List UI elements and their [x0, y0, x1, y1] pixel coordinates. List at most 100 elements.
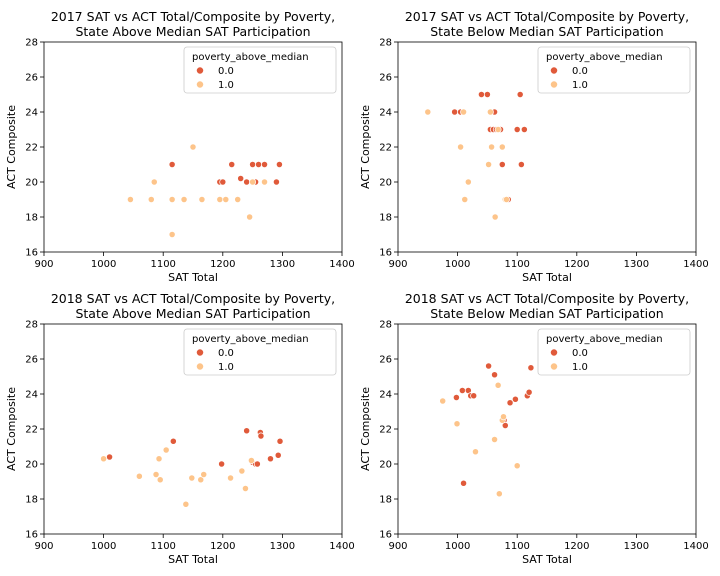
legend-marker	[196, 80, 204, 89]
data-point-series-1.0	[424, 108, 432, 116]
data-point-series-1.0	[168, 231, 176, 238]
y-tick-label: 28	[379, 320, 392, 331]
legend-marker	[550, 80, 558, 89]
y-tick-label: 18	[25, 213, 38, 224]
chart-title: 2018 SAT vs ACT Total/Composite by Pover…	[51, 291, 335, 321]
x-tick-label: 1300	[624, 541, 649, 552]
chart-title-line: State Below Median SAT Participation	[430, 24, 663, 39]
x-axis-label: SAT Total	[168, 553, 218, 566]
chart-panel-3: 2018 SAT vs ACT Total/Composite by Pover…	[5, 291, 355, 566]
data-point-series-0.0	[275, 161, 283, 168]
data-point-series-0.0	[272, 178, 280, 186]
data-point-series-1.0	[150, 178, 158, 186]
data-point-series-0.0	[249, 161, 257, 168]
y-tick-label: 22	[379, 143, 392, 154]
y-tick-label: 16	[25, 530, 38, 541]
data-point-series-1.0	[495, 490, 503, 498]
data-point-series-1.0	[156, 476, 164, 484]
data-point-series-0.0	[452, 394, 460, 401]
legend-label: 1.0	[218, 80, 234, 91]
data-point-series-0.0	[498, 161, 506, 168]
y-tick-label: 26	[379, 73, 392, 84]
data-point-series-1.0	[503, 196, 510, 203]
y-axis-label: ACT Composite	[5, 387, 18, 471]
data-point-series-0.0	[276, 437, 284, 445]
data-point-series-1.0	[100, 455, 108, 463]
chart-panel-4: 2018 SAT vs ACT Total/Composite by Pover…	[359, 291, 709, 566]
data-point-series-0.0	[501, 422, 509, 429]
x-tick-label: 1400	[683, 259, 708, 270]
legend-label: 1.0	[572, 80, 588, 91]
data-point-series-0.0	[451, 108, 459, 116]
data-point-series-1.0	[197, 476, 205, 484]
data-point-series-1.0	[182, 500, 190, 508]
data-point-series-0.0	[513, 126, 521, 133]
data-point-series-1.0	[198, 196, 206, 203]
y-tick-label: 16	[25, 248, 38, 259]
x-tick-label: 1200	[210, 259, 235, 270]
legend-label: 0.0	[572, 66, 588, 77]
data-point-series-0.0	[491, 371, 499, 379]
data-point-series-0.0	[506, 399, 514, 407]
y-axis-label: ACT Composite	[359, 387, 372, 471]
x-tick-label: 1000	[91, 541, 116, 552]
data-point-series-1.0	[513, 462, 521, 470]
y-tick-label: 28	[25, 38, 38, 49]
data-point-series-0.0	[274, 451, 282, 459]
legend-title: poverty_above_median	[546, 334, 663, 345]
y-tick-label: 20	[25, 178, 38, 189]
x-tick-label: 1300	[270, 259, 295, 270]
y-tick-label: 16	[379, 248, 392, 259]
y-tick-label: 20	[25, 460, 38, 471]
data-point-series-0.0	[470, 392, 478, 400]
x-tick-label: 1200	[564, 259, 589, 270]
chart-panel-2: 2017 SAT vs ACT Total/Composite by Pover…	[359, 9, 709, 284]
y-tick-label: 26	[25, 355, 38, 366]
x-tick-label: 1200	[564, 541, 589, 552]
chart-title: 2018 SAT vs ACT Total/Composite by Pover…	[405, 291, 689, 321]
y-tick-label: 20	[379, 178, 392, 189]
data-point-series-1.0	[189, 143, 197, 151]
legend-marker	[196, 348, 204, 357]
data-point-series-1.0	[241, 485, 249, 492]
legend-box	[183, 46, 337, 94]
y-tick-label: 24	[379, 390, 392, 401]
data-point-series-0.0	[525, 388, 533, 396]
x-axis-label: SAT Total	[522, 553, 572, 566]
data-point-series-1.0	[222, 196, 230, 203]
data-point-series-1.0	[491, 213, 499, 221]
data-point-series-0.0	[218, 460, 226, 468]
x-tick-label: 1100	[504, 541, 529, 552]
x-tick-label: 1000	[445, 541, 470, 552]
x-tick-label: 1100	[504, 259, 529, 270]
data-point-series-1.0	[135, 472, 143, 480]
x-tick-label: 1200	[210, 541, 235, 552]
legend-label: 1.0	[572, 362, 588, 373]
data-point-series-1.0	[461, 196, 469, 203]
x-tick-label: 1100	[150, 259, 175, 270]
data-point-series-0.0	[243, 178, 251, 186]
x-tick-label: 900	[34, 541, 53, 552]
legend-box	[183, 328, 337, 376]
data-point-series-1.0	[500, 413, 507, 421]
data-point-series-1.0	[180, 196, 188, 203]
data-point-series-1.0	[249, 178, 257, 186]
y-tick-label: 26	[379, 355, 392, 366]
chart-title: 2017 SAT vs ACT Total/Composite by Pover…	[405, 9, 689, 39]
data-point-series-1.0	[494, 126, 502, 133]
data-point-series-0.0	[460, 479, 468, 487]
data-point-series-0.0	[516, 91, 524, 98]
legend-marker	[550, 362, 558, 371]
x-axis-label: SAT Total	[522, 271, 572, 284]
legend-label: 0.0	[572, 348, 588, 359]
data-point-series-0.0	[517, 161, 525, 168]
data-point-series-1.0	[216, 196, 224, 203]
x-tick-label: 1400	[329, 259, 354, 270]
y-tick-label: 18	[379, 495, 392, 506]
data-point-series-1.0	[200, 471, 208, 478]
data-point-series-1.0	[247, 457, 255, 464]
data-point-series-0.0	[168, 161, 176, 168]
data-point-series-0.0	[253, 460, 261, 468]
data-point-series-0.0	[219, 178, 227, 186]
